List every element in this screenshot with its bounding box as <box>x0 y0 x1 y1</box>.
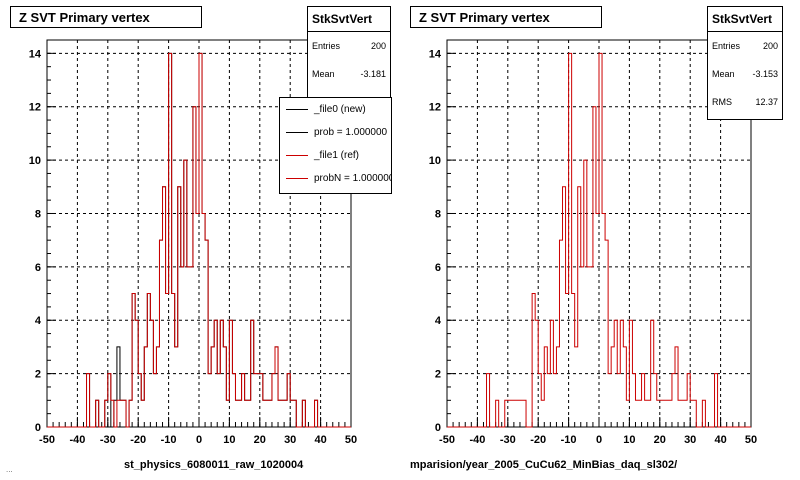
left-title: Z SVT Primary vertex <box>19 10 150 25</box>
right-stats-row-mean: Mean -3.153 <box>712 69 778 79</box>
right-stats-name: StkSvtVert <box>708 7 782 32</box>
right-x-tick-label: 30 <box>684 434 696 446</box>
left-y-tick-label: 6 <box>35 262 41 274</box>
legend-entry-file0: _file0 (new) <box>280 98 391 121</box>
right-y-tick-label: 10 <box>429 155 441 167</box>
left-x-tick-label: 20 <box>254 434 266 446</box>
right-y-tick-label: 2 <box>435 369 441 381</box>
right-y-tick-label: 14 <box>429 48 442 60</box>
left-x-tick-label: -30 <box>100 434 116 446</box>
left-y-tick-label: 10 <box>29 155 41 167</box>
left-x-tick-label: -10 <box>161 434 177 446</box>
left-y-tick-label: 12 <box>29 102 41 114</box>
legend-swatch-file1 <box>286 155 308 156</box>
left-x-tick-label: 10 <box>223 434 235 446</box>
legend-entry-probn: probN = 1.000000 <box>280 167 391 190</box>
right-x-tick-label: -30 <box>500 434 516 446</box>
left-stats-name: StkSvtVert <box>308 7 390 32</box>
left-y-tick-label: 14 <box>29 48 42 60</box>
left-x-tick-label: 30 <box>284 434 296 446</box>
legend-entry-file1: _file1 (ref) <box>280 144 391 167</box>
left-x-tick-label: 50 <box>345 434 357 446</box>
right-x-tick-label: 0 <box>596 434 602 446</box>
right-y-tick-label: 4 <box>435 315 442 327</box>
left-y-tick-label: 8 <box>35 208 41 220</box>
right-y-tick-label: 6 <box>435 262 441 274</box>
right-stats-box: StkSvtVert Entries 200 Mean -3.153 RMS 1… <box>707 6 783 120</box>
right-pad: -50 -40 -30 -20 -10 0 10 20 30 40 50 0 2 4 6 8 10 12 14 Z … <box>400 0 800 480</box>
right-x-tick-label: 50 <box>745 434 757 446</box>
left-y-tick-label: 2 <box>35 369 41 381</box>
left-title-box: Z SVT Primary vertex <box>10 6 202 28</box>
legend-swatch-file0 <box>286 109 308 110</box>
left-x-tick-label: 0 <box>196 434 202 446</box>
legend-swatch-probn <box>286 178 308 179</box>
left-x-axis-title: st_physics_6080011_raw_1020004 <box>124 459 304 471</box>
right-stats-row-rms: RMS 12.37 <box>712 97 778 107</box>
legend-entry-prob: prob = 1.000000 <box>280 121 391 144</box>
right-x-tick-label: -10 <box>561 434 577 446</box>
left-pad: -50 -40 -30 -20 -10 0 10 20 30 40 50 0 2 4 6 8 10 12 14 Z … <box>10 6 392 471</box>
right-y-tick-label: 12 <box>429 102 441 114</box>
right-title-box: Z SVT Primary vertex <box>410 6 602 28</box>
left-y-tick-label: 4 <box>35 315 42 327</box>
left-x-tick-label: -40 <box>69 434 85 446</box>
left-stats-row-mean: Mean -3.181 <box>312 69 386 79</box>
left-stats-row-entries: Entries 200 <box>312 41 386 51</box>
right-x-tick-label: -40 <box>469 434 485 446</box>
right-series-0-histogram <box>447 52 751 428</box>
right-x-tick-label: -50 <box>439 434 455 446</box>
footer-stamp: ... <box>6 465 13 474</box>
right-stats-row-entries: Entries 200 <box>712 41 778 51</box>
right-title: Z SVT Primary vertex <box>419 10 550 25</box>
left-x-tick-label: 40 <box>314 434 326 446</box>
right-x-tick-label: 10 <box>623 434 635 446</box>
right-x-axis-title: mparision/year_2005_CuCu62_MinBias_daq_s… <box>410 459 678 471</box>
right-x-tick-label: -20 <box>530 434 546 446</box>
legend-swatch-prob <box>286 132 308 133</box>
right-y-tick-label: 0 <box>435 422 441 434</box>
right-x-tick-label: 20 <box>654 434 666 446</box>
left-x-tick-label: -50 <box>39 434 55 446</box>
right-x-tick-label: 40 <box>714 434 726 446</box>
left-y-tick-label: 0 <box>35 422 41 434</box>
left-histogram-plot: -50 -40 -30 -20 -10 0 10 20 30 40 50 0 2 4 6 8 10 12 14 <box>29 39 357 446</box>
right-y-tick-label: 8 <box>435 208 441 220</box>
left-stats-box: StkSvtVert Entries 200 Mean -3.181 <box>307 6 391 98</box>
left-x-tick-label: -20 <box>130 434 146 446</box>
left-series-1-histogram <box>47 52 351 428</box>
left-legend: _file0 (new) prob = 1.000000 _file1 (ref… <box>279 97 392 194</box>
right-histogram-plot: -50 -40 -30 -20 -10 0 10 20 30 40 50 0 2 4 6 8 10 12 14 <box>429 39 757 446</box>
